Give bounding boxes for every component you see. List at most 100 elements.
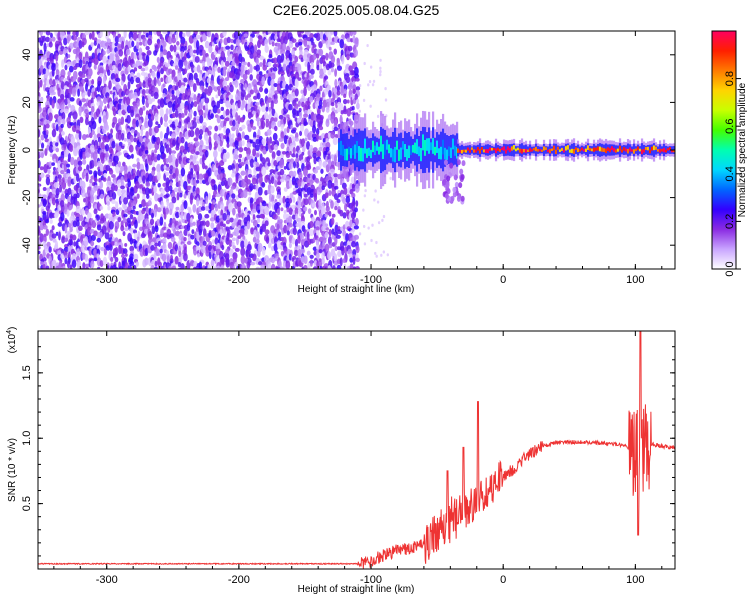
spectrogram-cell [138, 65, 143, 70]
spectrogram-cell [39, 261, 44, 266]
spectrogram-cell [98, 116, 102, 124]
spectrogram-cell [347, 45, 353, 52]
spectrogram-cell [64, 254, 70, 259]
spectrogram-cell [153, 251, 157, 260]
spectrogram-cell [271, 41, 275, 47]
spectrogram-cell [221, 244, 225, 251]
spectrogram-cell [279, 58, 284, 63]
spectrogram-cell [320, 168, 324, 174]
spectrogram-cell [502, 146, 506, 151]
spectrogram-cell [61, 190, 66, 195]
spectrogram-cell [60, 212, 65, 222]
spectrogram-cell [58, 231, 61, 241]
spectrogram-cell [66, 209, 70, 217]
spectrogram-cell [40, 152, 44, 159]
spectrogram-cell [85, 117, 89, 126]
spectrogram-cell [328, 189, 332, 196]
spectrogram-cell [98, 67, 104, 75]
spectrogram-cell [330, 67, 334, 73]
spectrogram-cell [325, 106, 330, 113]
spectrogram-cell [215, 94, 219, 99]
spectrogram-cell [264, 111, 269, 120]
spectrogram-cell [88, 32, 93, 40]
spectrogram-cell [164, 62, 170, 68]
spectrogram-cell [183, 237, 187, 242]
spectrogram-cell [117, 161, 122, 168]
spectrogram-cell [538, 149, 542, 152]
spectrogram-cell [78, 39, 83, 49]
spectrogram-cell [280, 207, 284, 212]
spectrogram-cell [224, 77, 230, 82]
spectrogram-cell [183, 68, 187, 75]
spectrogram-cell [353, 225, 359, 230]
spectrogram-cell [180, 137, 185, 144]
spectrogram-cell [160, 200, 164, 210]
spectrogram-cell [40, 56, 44, 62]
spectrogram-cell [138, 33, 142, 42]
spectrogram-cell [610, 146, 614, 151]
spectrogram-cell [352, 256, 356, 266]
spectrogram-cell [349, 263, 354, 269]
spectrogram-cell [123, 137, 127, 142]
spectrogram-cell [159, 248, 163, 254]
spectrogram-cell [124, 222, 128, 228]
spectrogram-cell [341, 144, 345, 157]
spectrogram-cell [634, 148, 638, 152]
spectrogram-cell [201, 33, 207, 42]
spectrogram-cell [99, 231, 103, 239]
spectrogram-cell [150, 90, 154, 97]
spectrogram-cell [188, 208, 192, 215]
spectrogram-cell [151, 225, 156, 235]
spectrogram-cell [177, 180, 182, 187]
spectrogram-cell [572, 149, 576, 154]
spectrogram-cell [530, 149, 534, 152]
spectrogram-cell [387, 144, 391, 154]
spectrogram-cell [224, 60, 230, 67]
spectrogram-cell [66, 163, 70, 168]
spectrogram-cell [157, 123, 161, 129]
spectrogram-cell [163, 173, 167, 181]
spectrogram-cell [385, 139, 389, 150]
spectrogram-cell [301, 151, 305, 156]
spectrogram-cell [128, 144, 134, 153]
spectrogram-cell [235, 112, 239, 122]
spectrogram-cell [126, 114, 131, 124]
spectrogram-cell [193, 100, 198, 108]
spectrogram-cell [520, 148, 524, 154]
spectrogram-cell [49, 153, 54, 158]
spectrogram-cell [93, 230, 98, 237]
spectrogram-cell [156, 71, 161, 80]
spectrogram-cell [141, 95, 145, 105]
spectrogram-cell [61, 236, 66, 244]
spectrogram-cell [132, 163, 137, 168]
spectrogram-cell [354, 49, 358, 57]
spectrogram-cell [117, 109, 123, 116]
spectrogram-cell [445, 149, 449, 160]
spectrogram-cell [363, 61, 366, 66]
spectrogram-cell [596, 146, 600, 151]
spectrogram-cell [94, 144, 98, 152]
spectrogram-cell [231, 193, 236, 199]
spectrogram-cell [449, 147, 453, 159]
spectrogram-cell [345, 148, 349, 161]
spectrogram-cell [60, 170, 65, 175]
spectrogram-cell [153, 77, 157, 87]
spectrogram-cell [273, 117, 278, 122]
spectrogram-cell [376, 200, 380, 204]
spectrogram-cell [330, 55, 336, 64]
spectrogram-cell [128, 199, 134, 208]
spectrogram-cell [102, 75, 106, 85]
spectrogram-cell [38, 128, 41, 138]
spectrogram-cell [257, 186, 263, 196]
spectrogram-cell [226, 135, 230, 145]
spectrogram-cell [504, 149, 508, 154]
spectrogram-cell [219, 160, 225, 167]
spectrogram-cell [38, 250, 41, 255]
spectrogram-cell [291, 237, 296, 245]
spectrogram-cell [140, 232, 146, 239]
spectrogram-cell [175, 31, 179, 41]
spectrogram-cell [196, 170, 200, 180]
spectrogram-cell [193, 66, 198, 72]
spectrogram-cell [173, 187, 179, 193]
spectrogram-cell [219, 98, 224, 105]
